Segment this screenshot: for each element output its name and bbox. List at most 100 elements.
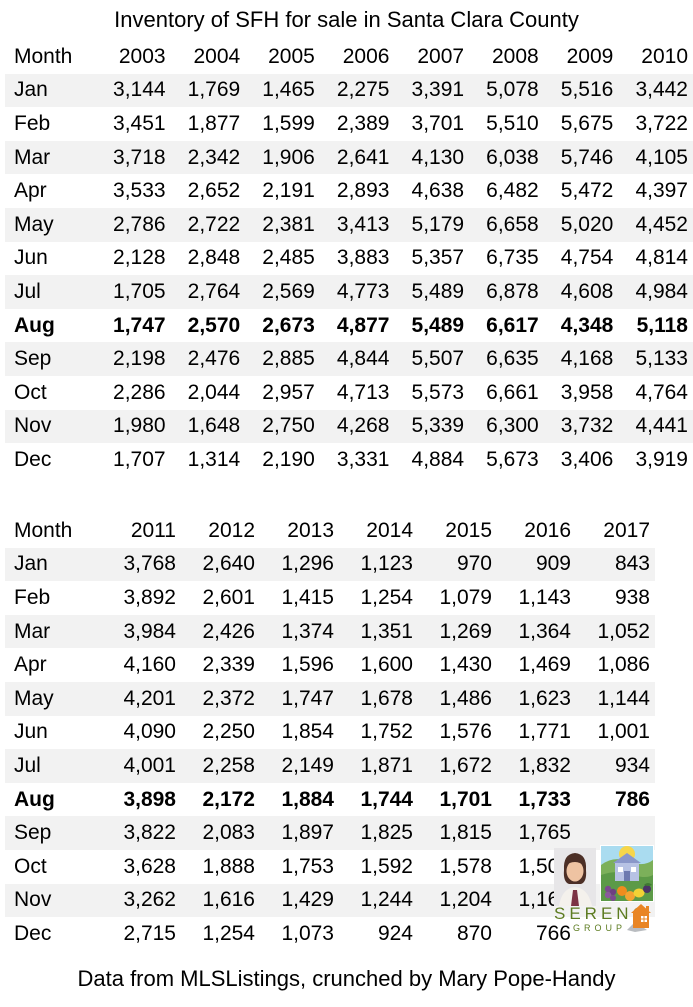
value-cell: 4,984 <box>618 275 693 309</box>
value-cell: 1,144 <box>576 681 655 716</box>
value-cell: 2,275 <box>319 73 395 108</box>
value-cell: 2,786 <box>95 207 171 242</box>
value-cell: 4,160 <box>123 653 176 677</box>
month-cell: Dec <box>14 921 52 945</box>
value-cell: 3,883 <box>336 246 390 270</box>
table-body: Jan 3,144 1,769 1,465 2,275 3,391 5,078 5,516 3,… <box>5 73 693 477</box>
value-cell: 3,892 <box>123 585 176 609</box>
value-cell: 1,052 <box>576 614 655 649</box>
brand-subtitle: GROUP <box>573 923 627 933</box>
month-cell: Aug <box>14 313 55 337</box>
value-cell: 5,118 <box>636 313 688 337</box>
sereno-group-logo: SERENO GROUP <box>548 844 690 940</box>
value-cell: 2,128 <box>113 246 166 270</box>
value-cell: 2,258 <box>181 749 260 783</box>
value-cell: 1,429 <box>260 883 339 918</box>
value-cell: 4,441 <box>618 409 693 444</box>
value-cell: 2,885 <box>245 342 320 376</box>
table-row: Dec 1,707 1,314 2,190 3,331 4,884 5,673 3,406 3,… <box>5 443 693 477</box>
year-column-header: 2012 <box>181 514 260 548</box>
value-cell: 1,254 <box>360 585 413 609</box>
value-cell: 5,516 <box>543 73 619 108</box>
value-cell: 4,168 <box>543 342 619 376</box>
value-cell: 5,673 <box>486 447 539 471</box>
year-column-header: 2017 <box>576 514 655 548</box>
value-cell: 3,768 <box>102 547 181 582</box>
value-cell: 1,486 <box>418 681 497 716</box>
value-cell: 1,086 <box>597 653 650 677</box>
value-cell: 1,374 <box>260 614 339 649</box>
value-cell: 1,897 <box>260 816 339 850</box>
value-cell: 1,143 <box>518 585 571 609</box>
value-cell: 1,430 <box>439 653 492 677</box>
value-cell: 1,980 <box>95 409 171 444</box>
value-cell: 2,569 <box>245 275 320 309</box>
table-row: Sep 2,198 2,476 2,885 4,844 5,507 6,635 4,168 5,… <box>5 342 693 376</box>
value-cell: 1,744 <box>360 787 413 811</box>
value-cell: 909 <box>497 547 576 582</box>
value-cell: 3,984 <box>102 614 181 649</box>
value-cell: 6,635 <box>469 342 544 376</box>
header-row: Month 2003 2004 2005 2006 2007 2008 2009 2010 <box>5 40 693 74</box>
value-cell: 4,105 <box>618 140 693 175</box>
value-cell: 938 <box>614 585 650 609</box>
inventory-table-2011-2017: Month 2011 2012 2013 2014 2015 2016 2017 Jan 3,7… <box>5 514 655 951</box>
value-cell: 2,722 <box>170 207 246 242</box>
value-cell: 4,348 <box>560 313 614 337</box>
table-row: Feb 3,451 1,877 1,599 2,389 3,701 5,510 5,675 3,… <box>5 107 693 141</box>
value-cell: 1,765 <box>497 816 576 850</box>
month-cell: Apr <box>14 179 47 203</box>
year-column-header: 2007 <box>394 40 470 74</box>
month-cell: Oct <box>14 854 47 878</box>
value-cell: 3,958 <box>560 380 614 404</box>
value-cell: 1,578 <box>439 854 492 878</box>
value-cell: 1,832 <box>497 749 576 783</box>
year-column-header: 2010 <box>618 40 693 74</box>
value-cell: 1,592 <box>360 854 413 878</box>
month-cell: Nov <box>5 883 102 918</box>
value-cell: 2,570 <box>187 313 241 337</box>
value-cell: 3,898 <box>123 787 176 811</box>
value-cell: 5,489 <box>411 313 465 337</box>
year-column-header: 2015 <box>418 514 497 548</box>
value-cell: 1,747 <box>260 681 339 716</box>
value-cell: 934 <box>576 749 655 783</box>
month-cell: May <box>5 681 102 716</box>
table-row: Oct 3,628 1,888 1,753 1,592 1,578 1,500 <box>5 850 655 884</box>
value-cell: 3,144 <box>95 73 171 108</box>
value-cell: 5,510 <box>486 111 539 135</box>
table-row: Jun 4,090 2,250 1,854 1,752 1,576 1,771 1,001 <box>5 716 655 750</box>
value-cell: 1,296 <box>260 547 339 582</box>
month-cell: Feb <box>14 111 51 135</box>
month-cell: Apr <box>14 653 47 677</box>
brand-text-block: SERENO GROUP <box>548 904 690 940</box>
value-cell: 5,357 <box>411 246 465 270</box>
value-cell: 5,339 <box>394 409 470 444</box>
month-cell: Mar <box>5 140 96 175</box>
table-row: Jan 3,768 2,640 1,296 1,123 970 909 843 <box>5 547 655 582</box>
value-cell: 6,300 <box>469 409 544 444</box>
month-cell: Sep <box>5 816 102 850</box>
value-cell: 2,476 <box>170 342 246 376</box>
value-cell: 5,179 <box>394 207 470 242</box>
value-cell: 1,616 <box>181 883 260 918</box>
value-cell: 1,825 <box>339 816 418 850</box>
value-cell: 2,750 <box>245 409 320 444</box>
value-cell: 2,848 <box>187 246 241 270</box>
value-cell: 4,638 <box>411 179 465 203</box>
value-cell: 1,351 <box>339 614 418 649</box>
value-cell: 5,133 <box>618 342 693 376</box>
value-cell: 5,675 <box>560 111 614 135</box>
inventory-table-2003-2010: Month 2003 2004 2005 2006 2007 2008 2009 2010 Ja… <box>5 40 693 477</box>
month-cell: Feb <box>14 585 51 609</box>
value-cell: 1,269 <box>418 614 497 649</box>
month-cell: Mar <box>5 614 102 649</box>
value-cell: 5,078 <box>469 73 544 108</box>
month-cell: Oct <box>14 380 47 404</box>
value-cell: 4,001 <box>102 749 181 783</box>
value-cell: 1,672 <box>418 749 497 783</box>
value-cell: 1,244 <box>339 883 418 918</box>
table-row: Mar 3,718 2,342 1,906 2,641 4,130 6,038 5,746 4,… <box>5 140 693 175</box>
value-cell: 4,268 <box>319 409 395 444</box>
agent-photo <box>554 848 596 906</box>
